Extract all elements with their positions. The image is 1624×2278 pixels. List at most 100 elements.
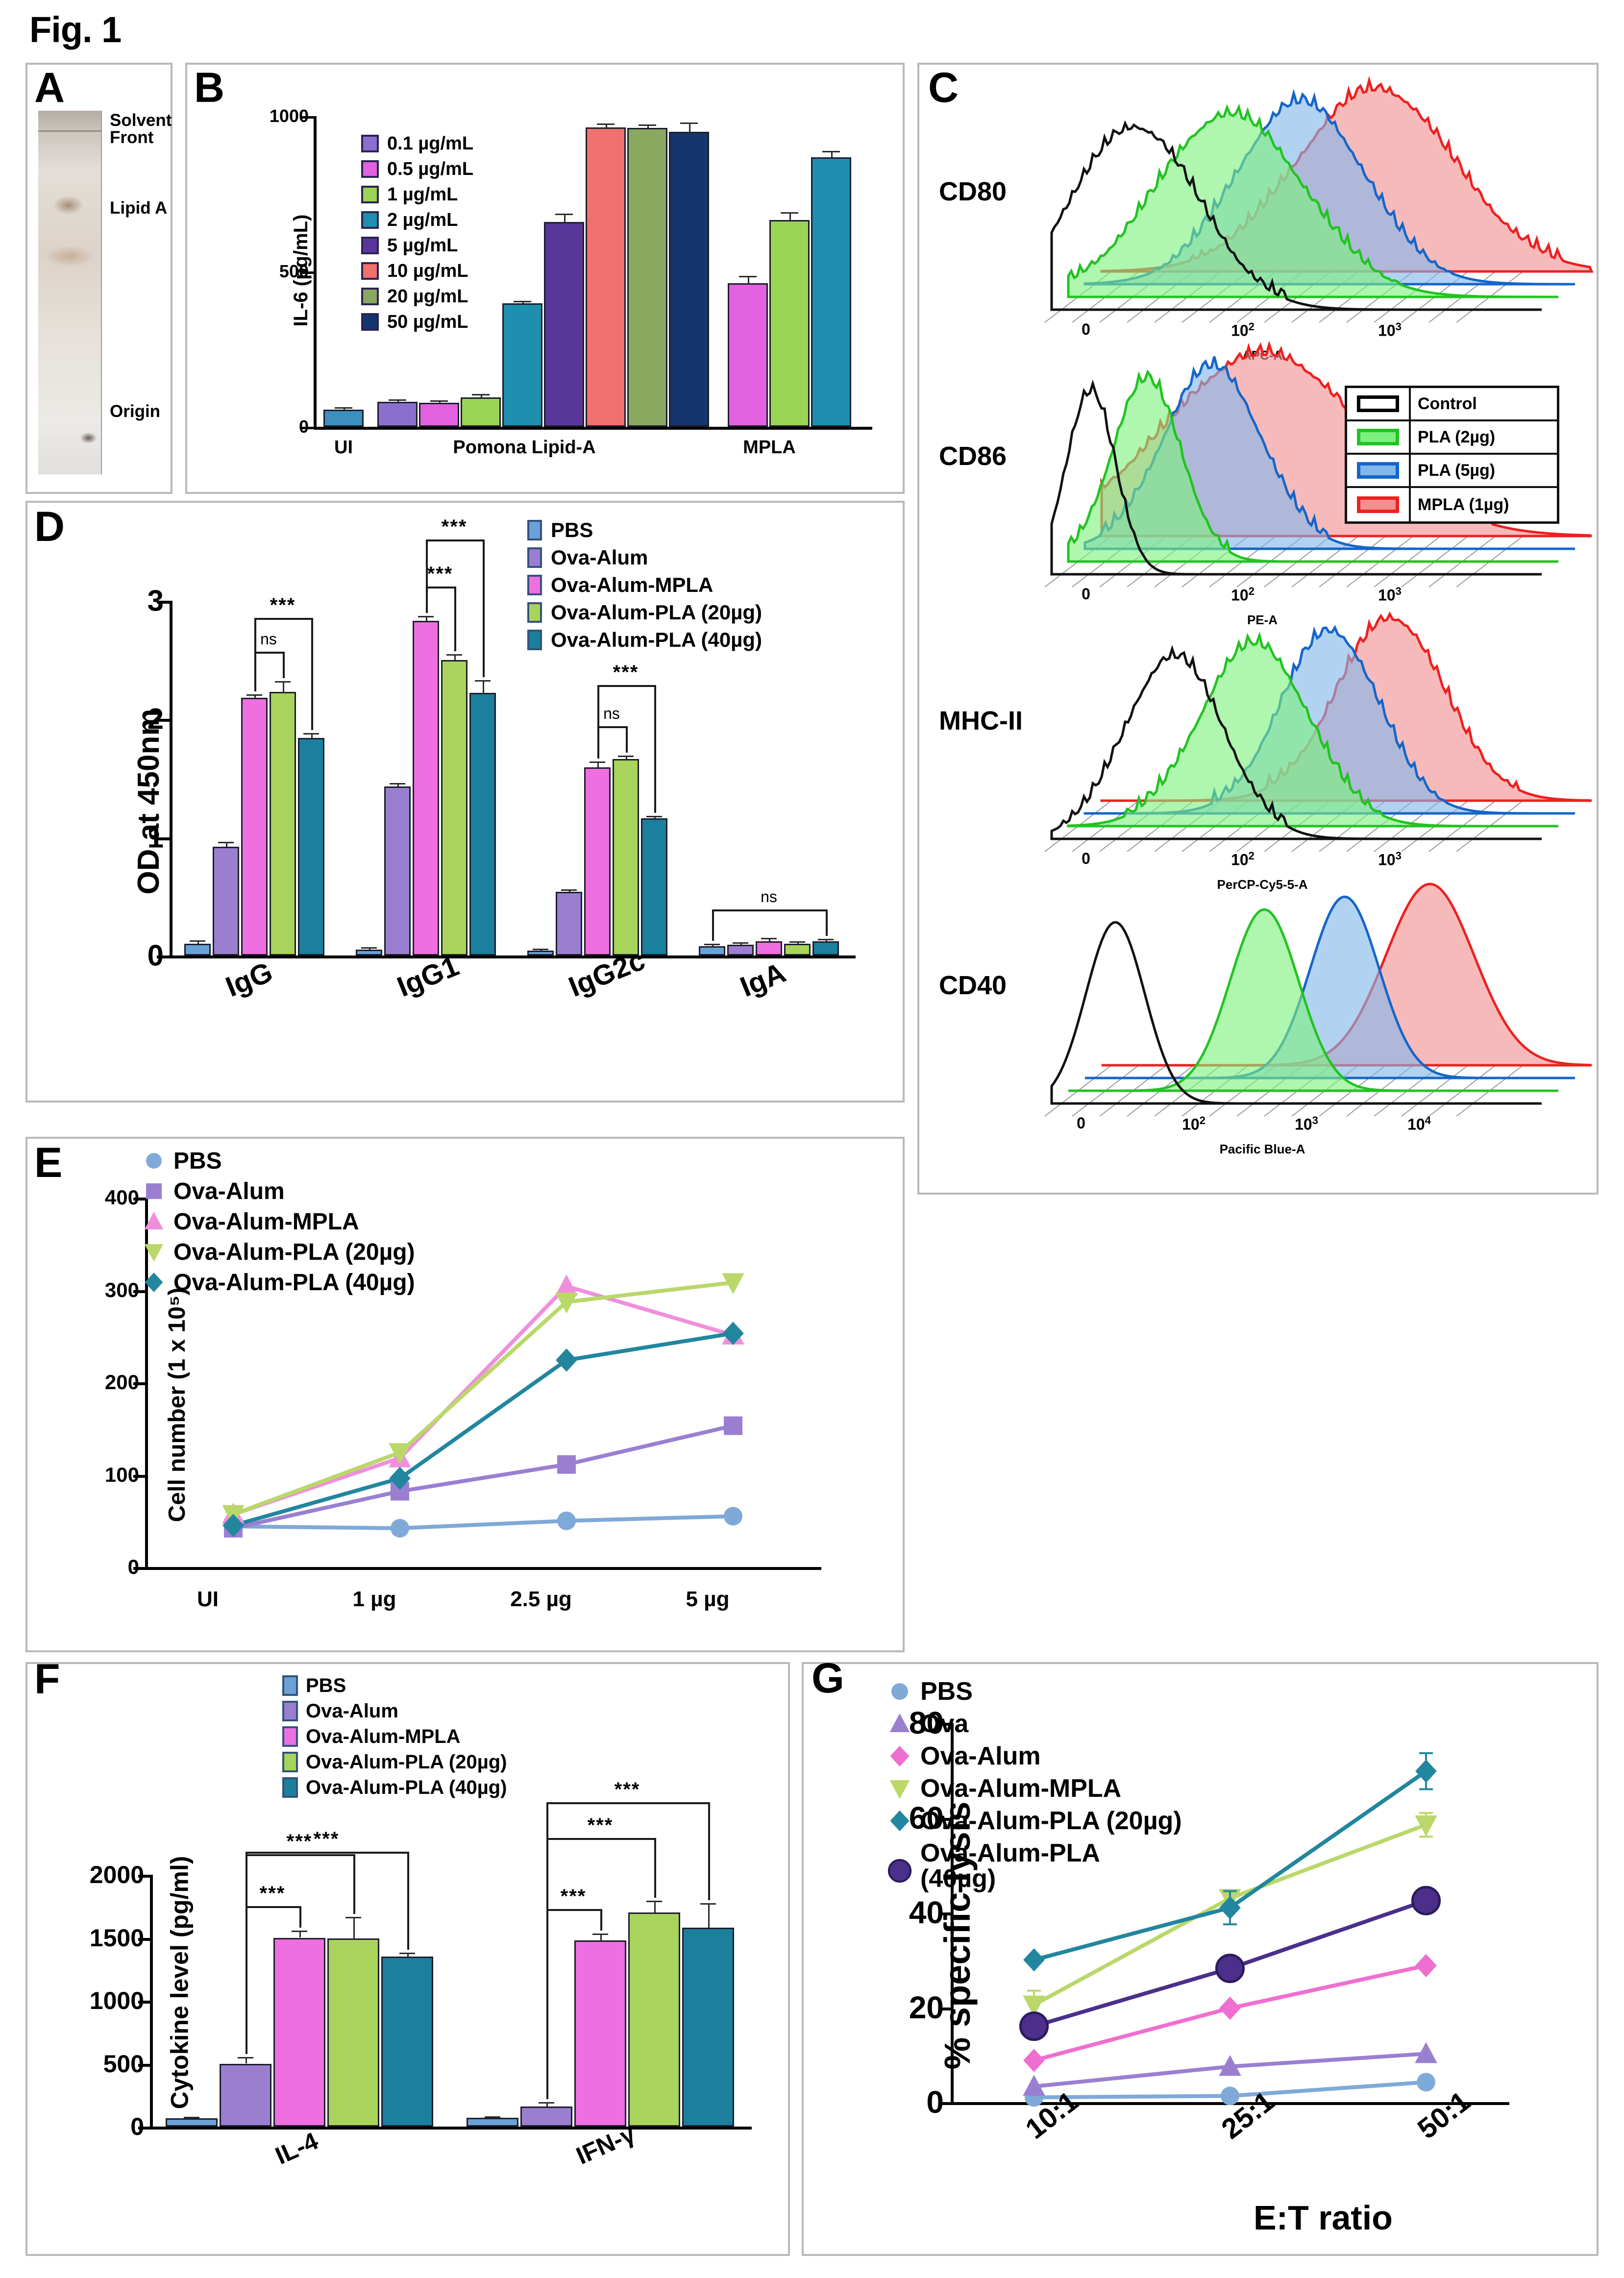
bracket-line — [597, 685, 654, 687]
legend-swatch — [527, 602, 542, 623]
panel-g-plot-area: 0 20 40 60 80 — [909, 1705, 1509, 2120]
legend-item: Ova-Alum — [282, 1698, 507, 1724]
significance-label: *** — [286, 1831, 313, 1853]
lipid-a-label: Lipid A — [110, 198, 168, 218]
legend-label: 10 µg/mL — [387, 260, 468, 281]
error-bar-cap — [533, 948, 548, 950]
tlc-plate-image — [38, 111, 102, 474]
y-tick — [939, 1912, 951, 1915]
legend-item: Ova — [887, 1711, 1182, 1743]
error-bar — [654, 1901, 656, 1913]
line-path — [232, 1331, 734, 1528]
y-tick — [138, 2001, 150, 2004]
data-point — [1023, 2075, 1045, 2096]
legend-label: Ova-Alum-PLA (20µg) — [551, 601, 763, 624]
error-bar — [311, 733, 313, 738]
legend-label: 2 µg/mL — [387, 209, 458, 230]
y-tick — [157, 955, 170, 958]
legend-swatch — [282, 1777, 298, 1798]
legend-swatch — [361, 313, 379, 331]
error-bar — [689, 122, 690, 132]
bracket-leg — [299, 1906, 301, 1928]
bar — [544, 221, 584, 427]
bar — [467, 2118, 518, 2127]
legend-label: 0.1 µg/mL — [387, 133, 474, 154]
y-tick-label: 500 — [103, 2050, 144, 2078]
y-tick-label: 100 — [104, 1463, 139, 1486]
error-bar-cap — [303, 733, 319, 735]
x-tick-label: 1 µg — [352, 1587, 396, 1611]
x-tick-label: 0 — [1082, 320, 1090, 338]
bar — [812, 941, 839, 955]
line-path — [233, 1514, 734, 1530]
error-bar-cap — [345, 1917, 361, 1919]
error-bar — [647, 124, 649, 128]
x-axis-label: PE-A — [1247, 612, 1278, 627]
bar — [441, 660, 468, 955]
legend-label: Control — [1418, 394, 1477, 413]
y-axis-line — [170, 601, 172, 958]
bar — [682, 1927, 734, 2127]
legend-swatch — [361, 211, 379, 229]
legend-marker — [887, 1808, 912, 1834]
bar — [641, 818, 667, 955]
group-label: UI — [334, 437, 353, 458]
data-point — [557, 1455, 576, 1474]
legend-item: Ova-Alum-MPLA — [527, 571, 762, 599]
line-series — [1019, 1752, 1441, 2107]
legend-swatch — [527, 547, 542, 568]
panel-g-letter: G — [812, 1655, 844, 1702]
significance-label: ns — [260, 630, 277, 648]
x-tick-label: 103 — [1295, 1114, 1318, 1133]
legend-label: 20 µg/mL — [387, 286, 468, 307]
y-tick-label: 3 — [147, 584, 164, 617]
data-point — [1415, 1815, 1437, 1837]
error-bar — [353, 1917, 355, 1938]
data-point — [724, 1416, 742, 1435]
flow-histogram: MHC-II 0 102 103 PerCP-Cy5-5-A — [919, 611, 1597, 893]
data-point — [1411, 1886, 1441, 1915]
bar — [586, 127, 626, 427]
y-tick-label: 20 — [909, 1989, 944, 2025]
error-bar — [254, 694, 256, 698]
data-point — [1023, 1995, 1045, 2017]
y-tick — [301, 116, 314, 119]
error-bar-cap — [418, 616, 434, 618]
bracket-line — [426, 587, 454, 589]
bar — [628, 1912, 680, 2127]
panel-f: F Cytokine level (pg/ml) 0 500 1000 1500 200… — [25, 1658, 790, 2256]
legend-label: Ova — [920, 1710, 969, 1738]
significance-label: ns — [603, 705, 620, 723]
histogram-traces — [1044, 75, 1594, 323]
bar — [627, 128, 667, 427]
error-bar-cap — [733, 942, 748, 944]
error-bar — [197, 940, 199, 944]
data-point — [391, 1519, 409, 1538]
error-bar — [708, 1903, 710, 1928]
data-point — [1023, 1948, 1045, 1972]
legend-item: Ova-Alum — [887, 1743, 1182, 1776]
bar — [727, 945, 754, 955]
legend-item: Ova-Alum-PLA (20µg) — [143, 1237, 415, 1267]
bracket-line — [426, 539, 483, 542]
legend-label: Ova-Alum-PLA (20µg) — [920, 1807, 1182, 1835]
error-bar — [454, 654, 456, 660]
data-point — [1417, 2073, 1435, 2092]
error-bar-cap — [335, 407, 352, 409]
legend-marker — [887, 1679, 912, 1704]
error-bar-cap — [680, 122, 698, 124]
y-tick-label: 1000 — [89, 1987, 144, 2014]
y-tick-label: 2000 — [89, 1861, 144, 1888]
bar — [213, 846, 239, 955]
legend-marker — [887, 1776, 912, 1801]
legend-item: PBS — [282, 1673, 507, 1698]
legend-label: PBS — [173, 1148, 222, 1174]
bracket-leg — [654, 685, 656, 813]
group-label: Pomona Lipid-A — [453, 437, 596, 458]
y-tick — [939, 2102, 951, 2105]
x-axis-line — [145, 1567, 821, 1570]
bracket-leg — [246, 1852, 247, 2055]
legend-swatch — [1357, 395, 1399, 412]
y-tick — [133, 1198, 145, 1200]
legend-swatch — [282, 1701, 298, 1721]
